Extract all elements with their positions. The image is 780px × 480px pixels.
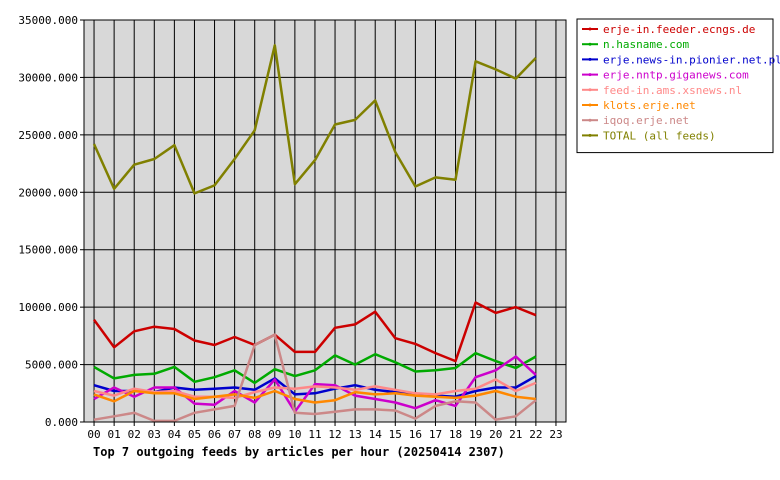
plot-border	[83, 19, 567, 423]
legend-box	[576, 18, 774, 154]
legend-label: n.hasname.com	[603, 38, 689, 51]
x-tick-label: 17	[429, 428, 442, 441]
legend-label: erje.nntp.giganews.com	[603, 69, 749, 82]
x-tick-label: 01	[108, 428, 121, 441]
x-tick-label: 09	[268, 428, 281, 441]
legend-marker	[588, 118, 592, 122]
series-line-4	[93, 378, 537, 400]
y-tick-label: 25000.000	[18, 129, 78, 142]
x-tick-label: 21	[509, 428, 522, 441]
series-line-6	[93, 333, 537, 423]
x-tick-label: 03	[148, 428, 161, 441]
legend-label: TOTAL (all feeds)	[603, 129, 716, 142]
legend-label: iqoq.erje.net	[603, 114, 689, 127]
x-tick-label: 10	[288, 428, 301, 441]
x-tick-label: 18	[449, 428, 462, 441]
legend-marker	[588, 57, 592, 61]
plot-area	[84, 20, 566, 422]
legend-label: klots.erje.net	[603, 99, 696, 112]
x-axis-ticks: 00 01 02 03 04 05 06 07 08 09 10 11 12 13 14 15 16 17 18 19…	[87, 422, 563, 441]
series-line-0	[92, 301, 537, 363]
x-tick-label: 02	[128, 428, 141, 441]
x-tick-label: 00	[87, 428, 100, 441]
x-tick-label: 11	[308, 428, 321, 441]
legend-marker	[588, 27, 592, 31]
x-tick-label: 19	[469, 428, 482, 441]
legend-marker	[588, 73, 592, 77]
legend-marker	[588, 88, 592, 92]
y-tick-label: 30000.000	[18, 71, 78, 84]
legend-label: feed-in.ams.xsnews.nl	[603, 84, 742, 97]
legend-marker	[588, 103, 592, 107]
x-tick-label: 07	[228, 428, 241, 441]
x-tick-label: 12	[328, 428, 341, 441]
x-tick-label: 15	[389, 428, 402, 441]
y-tick-label: 0.000	[45, 416, 78, 429]
legend-marker	[588, 133, 592, 137]
x-tick-label: 14	[369, 428, 383, 441]
y-axis-ticks: 0.000 5000.000 10000.000 15000.000 20000.000…	[18, 14, 84, 429]
x-tick-label: 13	[349, 428, 362, 441]
legend-marker	[588, 42, 592, 46]
y-tick-label: 5000.000	[25, 359, 78, 372]
y-tick-label: 15000.000	[18, 244, 78, 257]
y-tick-label: 20000.000	[18, 186, 78, 199]
grid-lines	[84, 19, 566, 423]
x-tick-label: 06	[208, 428, 221, 441]
series-lines	[92, 44, 537, 423]
legend: erje-in.feeder.ecngs.de n.hasname.com erje…	[576, 18, 780, 154]
x-tick-label: 16	[409, 428, 422, 441]
x-tick-label: 05	[188, 428, 201, 441]
x-tick-label: 04	[168, 428, 182, 441]
series-line-5	[93, 389, 537, 404]
y-tick-label: 35000.000	[18, 14, 78, 27]
x-tick-label: 23	[549, 428, 562, 441]
y-tick-label: 10000.000	[18, 301, 78, 314]
x-tick-label: 20	[489, 428, 502, 441]
x-tick-label: 08	[248, 428, 261, 441]
series-line-1	[93, 351, 537, 385]
chart-title: Top 7 outgoing feeds by articles per hou…	[93, 445, 505, 459]
legend-label: erje-in.feeder.ecngs.de	[603, 23, 755, 36]
series-line-7	[92, 44, 537, 195]
x-tick-label: 22	[529, 428, 542, 441]
legend-label: erje.news-in.pionier.net.pl	[603, 53, 780, 66]
